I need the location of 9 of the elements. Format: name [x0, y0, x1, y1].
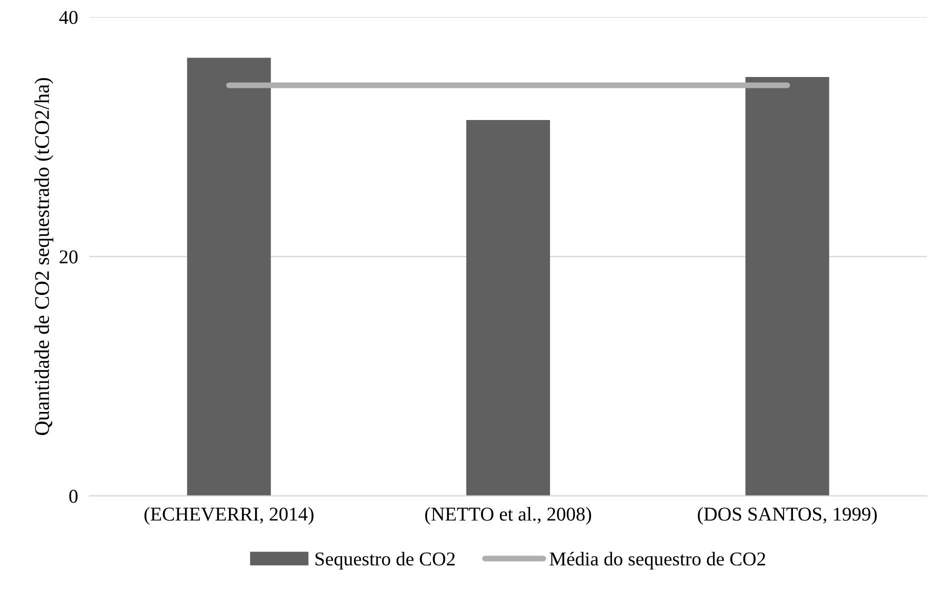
y-tick-label: 20 [60, 250, 78, 264]
y-axis-title: Quantidade de CO2 sequestrado (tCO2/ha) [34, 78, 54, 436]
x-tick-label: (DOS SANTOS, 1999) [698, 507, 877, 525]
legend-label: Média do sequestro de CO2 [550, 552, 766, 570]
y-tick-label: 40 [59, 10, 78, 24]
x-tick-label: (ECHEVERRI, 2014) [144, 507, 314, 525]
y-tick-label: 0 [69, 490, 78, 503]
legend-label: Sequestro de CO2 [316, 552, 455, 570]
x-tick-label: (NETTO et al., 2008) [425, 507, 592, 525]
